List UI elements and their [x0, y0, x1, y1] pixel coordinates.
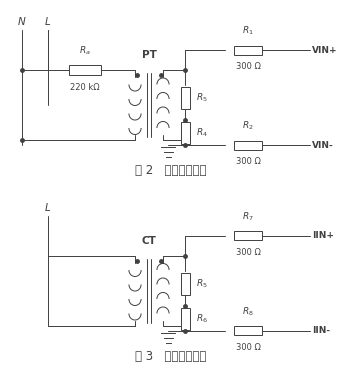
Bar: [234, 326, 262, 335]
Text: VIN-: VIN-: [312, 141, 334, 150]
Text: 300 Ω: 300 Ω: [236, 62, 261, 71]
Bar: [180, 122, 190, 144]
Bar: [180, 273, 190, 295]
Text: $R_7$: $R_7$: [242, 210, 254, 223]
Text: $R_a$: $R_a$: [79, 45, 91, 57]
Bar: [234, 231, 262, 240]
Text: $R_8$: $R_8$: [242, 305, 254, 318]
Text: IIN-: IIN-: [312, 326, 330, 335]
Text: L: L: [45, 203, 51, 213]
Text: 300 Ω: 300 Ω: [236, 248, 261, 257]
Text: IIN+: IIN+: [312, 231, 334, 240]
Text: 图 2   电压采样电路: 图 2 电压采样电路: [135, 164, 207, 177]
Bar: [180, 87, 190, 109]
Bar: [69, 65, 101, 75]
Text: $R_5$: $R_5$: [196, 92, 208, 105]
Text: VIN+: VIN+: [312, 46, 338, 55]
Text: 图 3   电流采样电路: 图 3 电流采样电路: [135, 350, 207, 363]
Text: $R_4$: $R_4$: [196, 127, 208, 139]
Text: 300 Ω: 300 Ω: [236, 157, 261, 166]
Text: CT: CT: [142, 236, 157, 246]
Bar: [234, 141, 262, 150]
Text: $R_2$: $R_2$: [242, 120, 254, 132]
Text: PT: PT: [142, 50, 157, 60]
Text: 220 kΩ: 220 kΩ: [70, 83, 100, 92]
Text: L: L: [45, 17, 51, 27]
Bar: [180, 308, 190, 330]
Text: 300 Ω: 300 Ω: [236, 343, 261, 352]
Text: $R_1$: $R_1$: [242, 25, 254, 37]
Text: $R_5$: $R_5$: [196, 278, 208, 290]
Text: N: N: [18, 17, 26, 27]
Text: $R_6$: $R_6$: [196, 312, 208, 325]
Bar: [234, 46, 262, 55]
